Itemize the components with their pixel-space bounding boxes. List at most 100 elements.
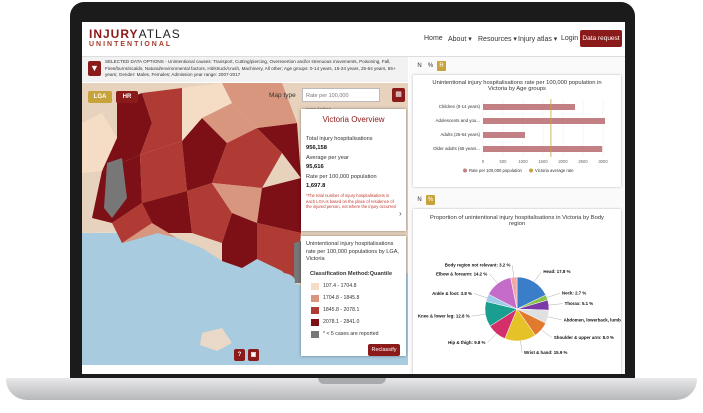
screen: INJURYATLAS UNINTENTIONAL Home About ▾ R…: [82, 22, 625, 374]
pie-leader-line: [533, 271, 542, 282]
lga-region[interactable]: [222, 83, 297, 128]
x-tick-label: 2500: [578, 159, 588, 164]
pie-slice-label: Elbow & forearm: 14.2 %: [436, 271, 487, 276]
pie-slice-label: Shoulder & upper arm: 8.0 %: [554, 335, 614, 340]
pie-leader-line: [547, 316, 562, 321]
x-tick-label: 1000: [518, 159, 528, 164]
count-toggle[interactable]: N: [417, 63, 422, 69]
legend-label: 1845.8 - 2078.1: [323, 307, 360, 313]
bar: [483, 132, 525, 138]
nav-resources[interactable]: Resources ▾: [478, 36, 517, 43]
age-chart-title: Unintentional injury hospitalisations ra…: [432, 80, 602, 92]
nav-injury-atlas[interactable]: Injury atlas ▾: [518, 36, 558, 43]
legend-label: * < 5 cases are reported: [323, 331, 379, 337]
lga-region[interactable]: [82, 113, 117, 173]
x-tick-label: 1500: [538, 159, 548, 164]
legend-label: Victoria average rate: [535, 168, 574, 173]
help-icon[interactable]: ?: [234, 349, 245, 361]
pie-slice-label: Knee & lower leg: 12.8 %: [418, 314, 470, 319]
pie-slice-label: Abdomen, lowerback, lumbar spine & pelvi…: [564, 317, 621, 322]
pie-slice-label: Head: 17.8 %: [543, 269, 570, 274]
pie-leader-line: [473, 293, 488, 298]
legend-swatch: [311, 295, 319, 302]
lga-region[interactable]: [102, 93, 152, 171]
percent-toggle[interactable]: %: [427, 63, 434, 69]
pie-leader-line: [489, 273, 498, 284]
nav-login[interactable]: Login: [561, 35, 579, 42]
x-tick-label: 0: [482, 159, 485, 164]
lga-region[interactable]: [257, 178, 301, 233]
reclassify-button[interactable]: Reclassify: [368, 344, 400, 356]
body-region-chart-card: Proportion of unintentional injury hospi…: [413, 209, 621, 374]
pie-leader-line: [512, 265, 514, 278]
pie-slice-label: Hip & thigh: 9.8 %: [448, 340, 485, 345]
rate-value: 1,697.8: [306, 183, 326, 189]
x-tick-label: 3000: [598, 159, 608, 164]
screenshot-icon[interactable]: ▣: [248, 349, 259, 361]
lga-region[interactable]: [212, 183, 262, 223]
lga-region[interactable]: [222, 213, 257, 268]
pie-leader-line: [541, 329, 553, 338]
lga-region[interactable]: [257, 123, 301, 178]
lga-toggle-button[interactable]: LGA: [88, 91, 112, 103]
lga-region[interactable]: [140, 141, 187, 203]
bar: [483, 118, 605, 124]
data-request-button[interactable]: Data request: [580, 30, 622, 47]
lga-region[interactable]: [182, 83, 232, 141]
laptop-base: [6, 378, 697, 400]
victoria-overview-panel: Victoria Overview Total injury hospitali…: [301, 109, 406, 231]
rate-toggle[interactable]: R: [437, 61, 446, 71]
lga-region[interactable]: [142, 191, 192, 233]
total-label: Total injury hospitalisations: [306, 136, 373, 142]
filter-icon[interactable]: ▼: [88, 61, 101, 76]
lga-region[interactable]: [182, 118, 227, 191]
charts-panel: N % R Unintentional injury hospitalisati…: [409, 57, 625, 374]
age-group-chart-card: Unintentional injury hospitalisations ra…: [413, 75, 621, 187]
legend-swatch: [311, 283, 319, 290]
logo-word-atlas: ATLAS: [138, 27, 181, 41]
selected-data-options: ▼ SELECTED DATA OPTIONS - Unintentional …: [82, 57, 408, 82]
pie-leader-line: [548, 303, 563, 306]
lga-region[interactable]: [202, 103, 257, 143]
nav-about[interactable]: About ▾: [448, 36, 472, 43]
y-category-label: Children (0-14 years): [439, 104, 481, 109]
rate-label: Rate per 100,000 population: [306, 174, 377, 180]
legend-swatch: [311, 307, 319, 314]
legend-swatch: [311, 319, 319, 326]
island: [200, 328, 232, 351]
lga-region[interactable]: [212, 128, 282, 188]
legend-label: Rate per 100,000 population: [469, 168, 523, 173]
pie-slice-label: Ankle & foot: 3.8 %: [432, 291, 472, 296]
average-label: Average per year: [306, 155, 349, 161]
lga-region[interactable]: [187, 183, 232, 243]
lga-region-suppressed[interactable]: [104, 158, 127, 218]
legend-marker: [529, 168, 533, 173]
pie-slice-label: Body region not relevant: 3.2 %: [445, 263, 511, 268]
map-type-select[interactable]: Rate per 100,000 population...: [302, 88, 380, 113]
logo[interactable]: INJURYATLAS: [89, 27, 181, 41]
body-region-pie-chart: Head: 17.8 % Neck: 2.7 % Thorax: 5.1 % Abdo…: [418, 263, 621, 356]
legend-label: 107.4 - 1704.8: [323, 283, 357, 289]
legend-label: 2078.1 - 2841.0: [323, 319, 360, 325]
collapse-chevron-icon[interactable]: ›: [399, 209, 402, 218]
nav-home[interactable]: Home: [424, 35, 443, 42]
y-category-label: Older adults (65 years...: [433, 146, 480, 151]
body-chart-title: Proportion of unintentional injury hospi…: [430, 215, 604, 227]
overview-note: *The total number of injury hospitalisat…: [306, 193, 396, 210]
pie-slice-label: Wrist & hand: 15.9 %: [524, 350, 567, 355]
count-toggle-2[interactable]: N: [417, 197, 422, 203]
legend-swatch: [311, 331, 319, 338]
lga-region[interactable]: [140, 88, 182, 155]
percent-toggle-2[interactable]: %: [426, 195, 435, 205]
y-category-label: Adults (25-64 years): [440, 132, 480, 137]
lga-region[interactable]: [257, 223, 301, 283]
lga-region-suppressed[interactable]: [294, 241, 301, 283]
legend-marker: [463, 168, 467, 173]
lga-region[interactable]: [122, 223, 177, 243]
layers-icon[interactable]: ▦: [392, 88, 405, 102]
total-value: 956,158: [306, 145, 327, 151]
hr-toggle-button[interactable]: HR: [116, 91, 138, 103]
bar: [483, 146, 603, 152]
port-phillip-bay: [269, 273, 295, 289]
logo-subtitle: UNINTENTIONAL: [89, 41, 173, 48]
